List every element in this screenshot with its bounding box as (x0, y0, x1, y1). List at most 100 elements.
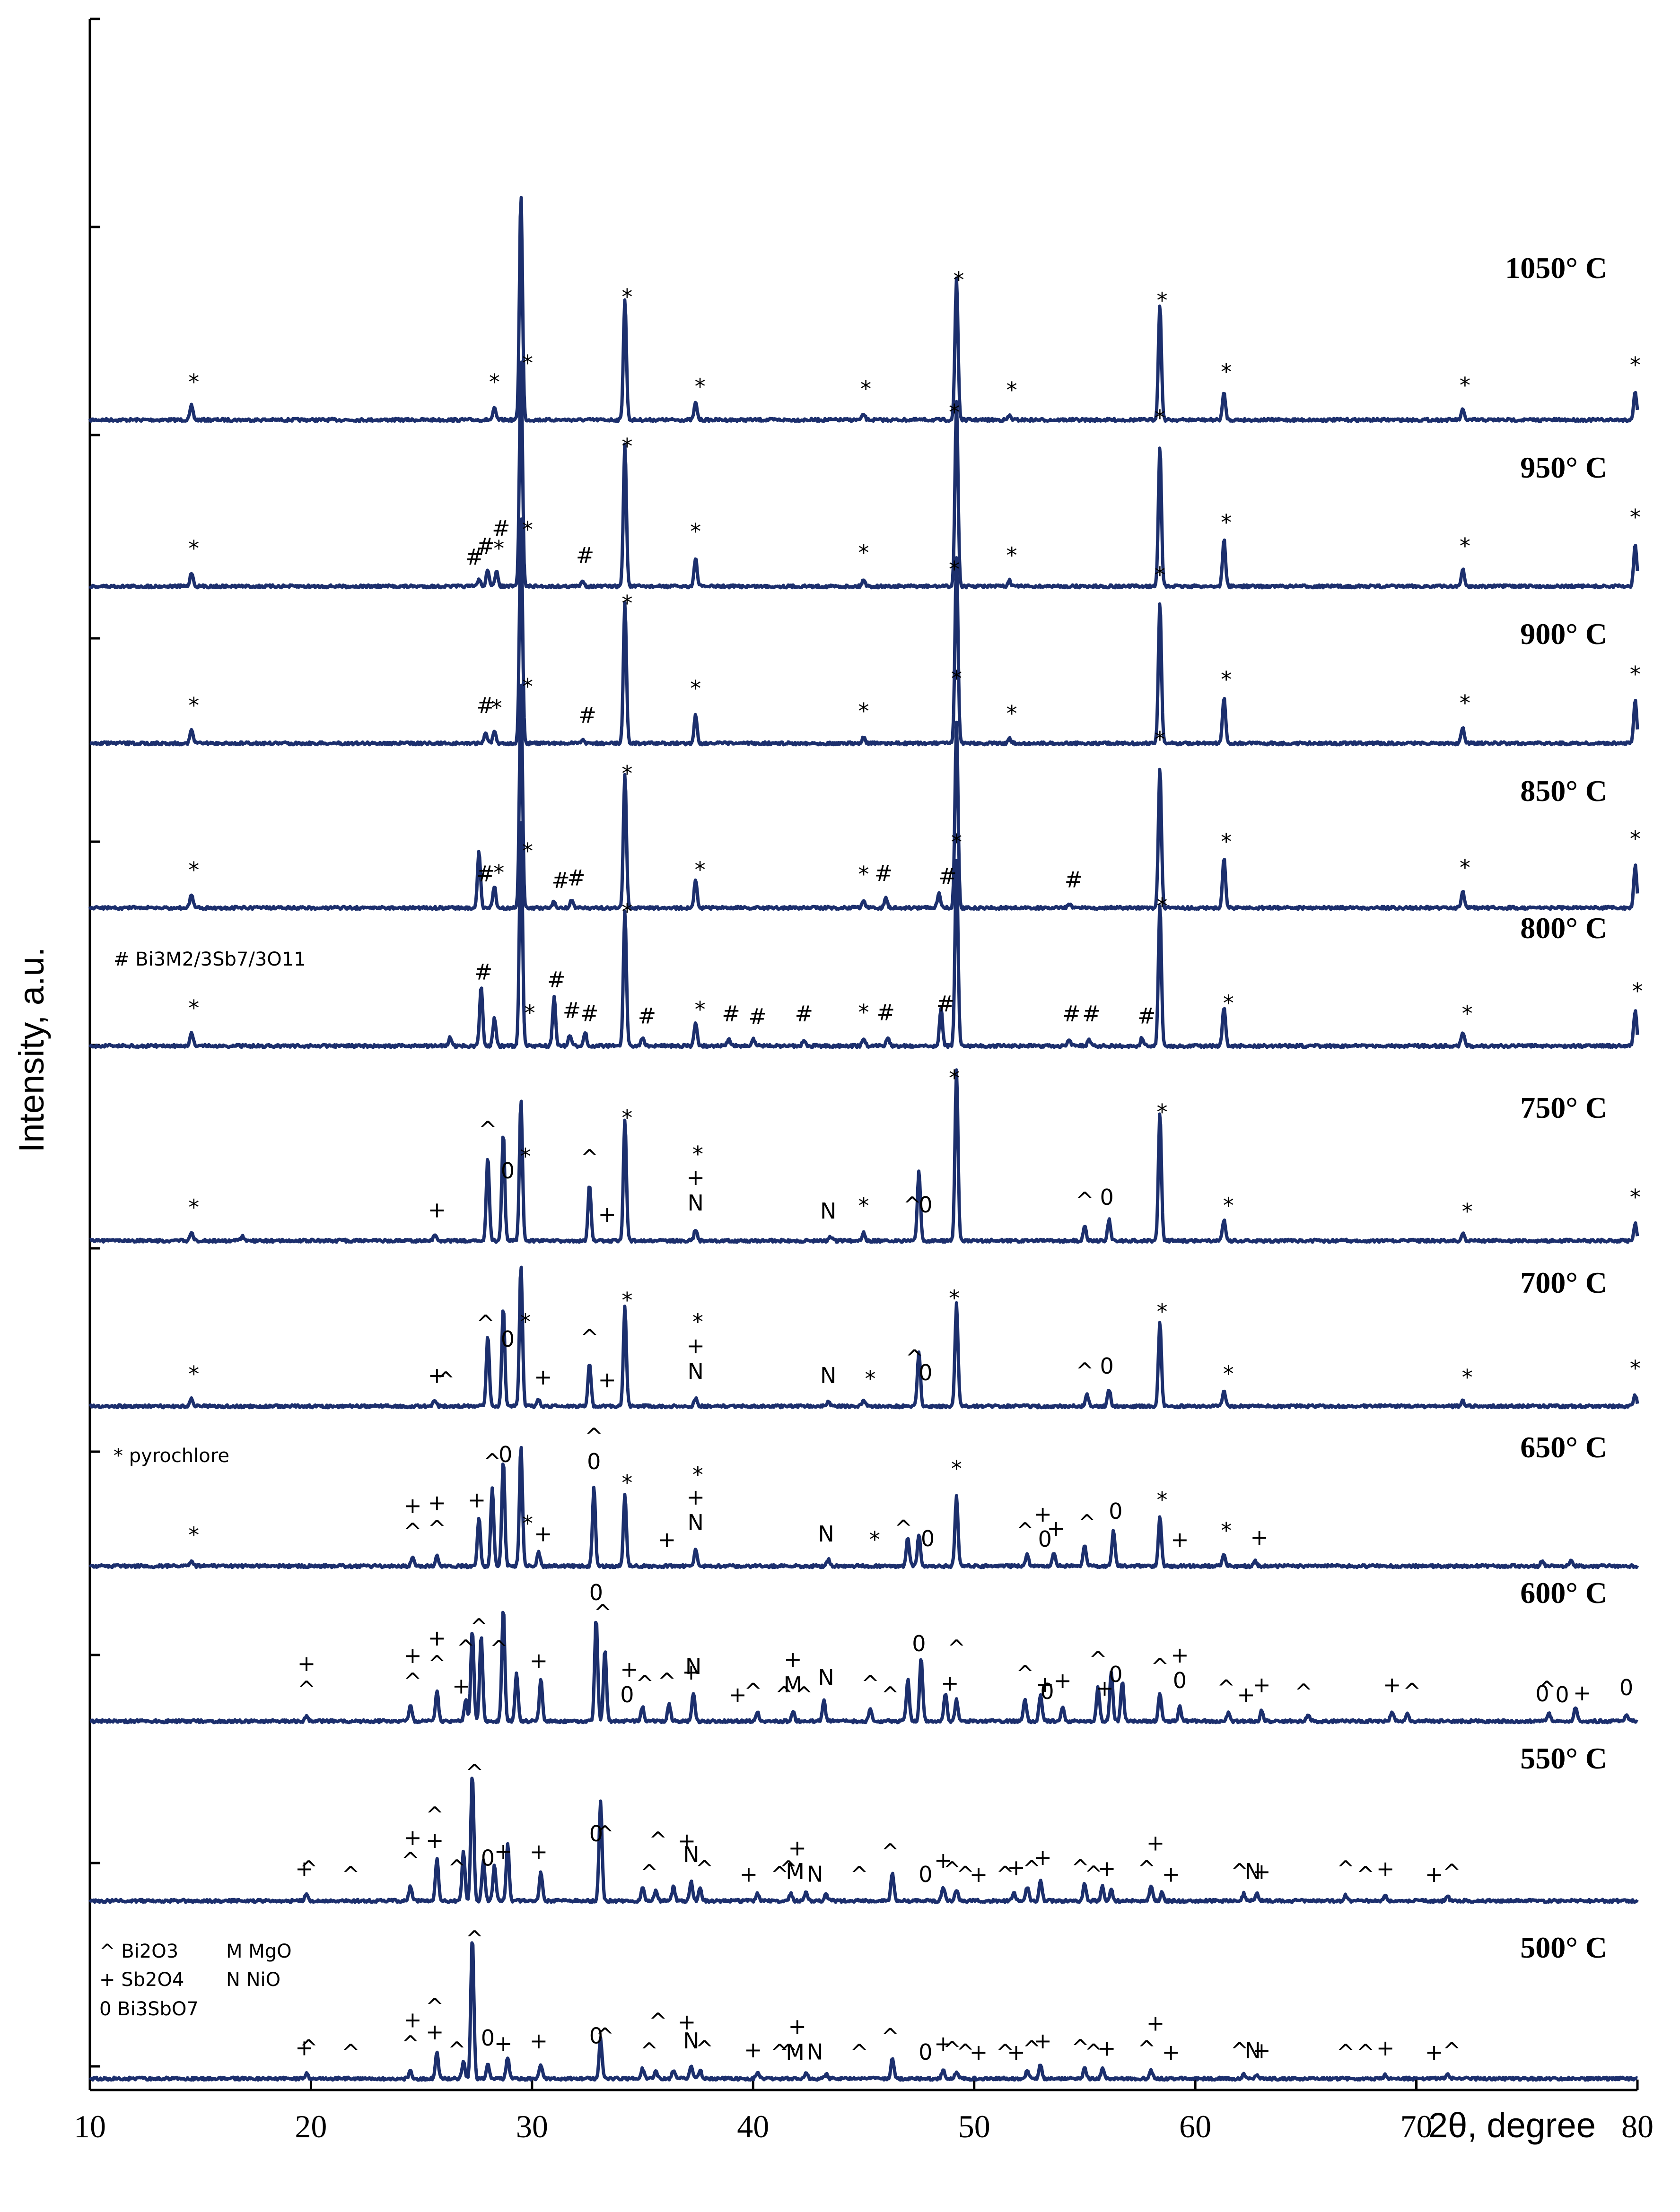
phase-marker: 0 (912, 1631, 926, 1656)
phase-marker: ^ (850, 2039, 868, 2065)
phase-marker: ^ (465, 1759, 484, 1785)
phase-marker: + (403, 1825, 422, 1850)
phase-marker: * (1006, 701, 1017, 726)
phase-marker: ^ (1138, 2036, 1156, 2062)
phase-marker: * (621, 761, 632, 786)
temperature-label-group: 1050° C 950° C 900° C 850° C 800° C 750° C 700… (1505, 251, 1607, 1964)
phase-marker: ^ (1217, 1675, 1235, 1701)
phase-marker: * (1460, 373, 1470, 398)
phase-marker: * (188, 369, 199, 395)
phase-marker: # (476, 861, 495, 887)
phase-marker: + (468, 1487, 486, 1513)
phase-marker: ^ (1016, 1661, 1034, 1686)
phase-marker: * (1221, 359, 1232, 384)
phase-marker: ^ (437, 1367, 455, 1393)
phase-marker: # (578, 702, 596, 728)
phase-marker: * (1157, 1099, 1168, 1125)
phase-marker: * (1223, 1361, 1234, 1387)
phase-marker: ^ (448, 1855, 466, 1881)
phase-marker: # (492, 516, 510, 541)
phase-marker: 0 (919, 1360, 932, 1385)
phase-marker: * (860, 376, 871, 401)
phase-marker: * (690, 519, 701, 544)
x-tick-label: 40 (737, 2108, 769, 2144)
phase-marker: ^ (779, 2039, 798, 2065)
series-line (89, 1611, 1638, 1724)
phase-marker: + (426, 2019, 444, 2045)
phase-marker: 0 (501, 1326, 515, 1352)
phase-marker: + (658, 1527, 676, 1552)
phase-marker: * (1221, 1518, 1232, 1543)
phase-marker: ^ (298, 1676, 316, 1702)
series-line (88, 821, 1639, 1049)
phase-marker: ^ (403, 1668, 422, 1694)
phase-marker: 0 (481, 1846, 495, 1871)
phase-marker: ^ (956, 2039, 975, 2065)
phase-marker: + (1146, 1830, 1165, 1856)
phase-marker: N (683, 1842, 699, 1867)
phase-marker: 0 (1555, 1682, 1569, 1707)
phase-marker: * (1157, 1487, 1168, 1513)
phase-marker: ^ (341, 1862, 360, 1887)
series-group (88, 196, 1639, 2082)
phase-marker: ^ (1089, 1646, 1107, 1672)
x-tick-label: 80 (1621, 2108, 1654, 2144)
phase-marker: * (949, 1285, 960, 1311)
phase-marker: ^ (594, 1600, 612, 1625)
phase-marker: * (1462, 1199, 1473, 1224)
phase-marker: * (525, 1001, 535, 1026)
phase-marker: * (522, 674, 533, 699)
phase-marker: * (621, 434, 632, 459)
phase-marker: ^ (695, 2036, 714, 2062)
phase-marker: 0 (919, 1862, 932, 1887)
phase-marker: N (818, 1521, 834, 1547)
series-line (88, 196, 1639, 423)
phase-marker: N (685, 1654, 701, 1679)
phase-marker: ^ (943, 1857, 962, 1882)
phase-marker: ^ (649, 1827, 667, 1853)
phase-marker: + (788, 1835, 806, 1861)
phase-marker: # (580, 1001, 599, 1027)
phase-marker: + (728, 1682, 747, 1707)
phase-marker: ^ (490, 1636, 508, 1661)
phase-marker: + (1425, 1862, 1444, 1887)
series-line (88, 683, 1639, 911)
phase-marker: ^ (850, 1862, 868, 1887)
phase-marker: + (740, 1862, 758, 1887)
phase-marker: + (530, 1839, 548, 1864)
temperature-label: 650° C (1520, 1430, 1607, 1464)
phase-marker: ^ (1443, 1859, 1461, 1885)
phase-marker: * (188, 693, 199, 718)
phase-marker: ^ (881, 2023, 900, 2049)
phase-marker: + (1376, 2035, 1395, 2061)
phase-marker: # (938, 863, 957, 889)
phase-marker: * (1157, 893, 1168, 919)
phase-marker: + (452, 1673, 471, 1699)
phase-marker: * (1632, 978, 1643, 1004)
phase-marker: ^ (479, 1116, 497, 1142)
phase-marker: * (690, 676, 701, 701)
temperature-label: 700° C (1520, 1266, 1607, 1299)
phase-marker: ^ (299, 1856, 318, 1881)
phase-marker: + (428, 1197, 446, 1222)
phase-marker: + (426, 1828, 444, 1853)
series-line (88, 1446, 1639, 1569)
phase-marker: * (1006, 542, 1017, 568)
phase-marker: ^ (996, 2039, 1015, 2065)
phase-marker: ^ (779, 1856, 798, 1881)
phase-marker: + (744, 2037, 762, 2063)
phase-marker: ^ (943, 2037, 962, 2062)
phase-marker: * (621, 1105, 632, 1131)
temperature-label: 900° C (1520, 617, 1607, 651)
phase-marker: ^ (861, 1671, 880, 1696)
phase-marker: + (1252, 1672, 1271, 1698)
phase-marker: * (951, 1456, 962, 1481)
phase-marker: 0 (1535, 1681, 1549, 1707)
phase-marker: # (638, 1003, 656, 1029)
phase-marker: * (491, 695, 502, 721)
phase-marker: ^ (636, 1671, 654, 1696)
phase-marker: 0 (1109, 1662, 1122, 1687)
phase-marker: M (786, 1859, 805, 1884)
phase-marker: # (1065, 867, 1083, 892)
legend-sb2o4: + Sb2O4 (99, 1969, 184, 1991)
